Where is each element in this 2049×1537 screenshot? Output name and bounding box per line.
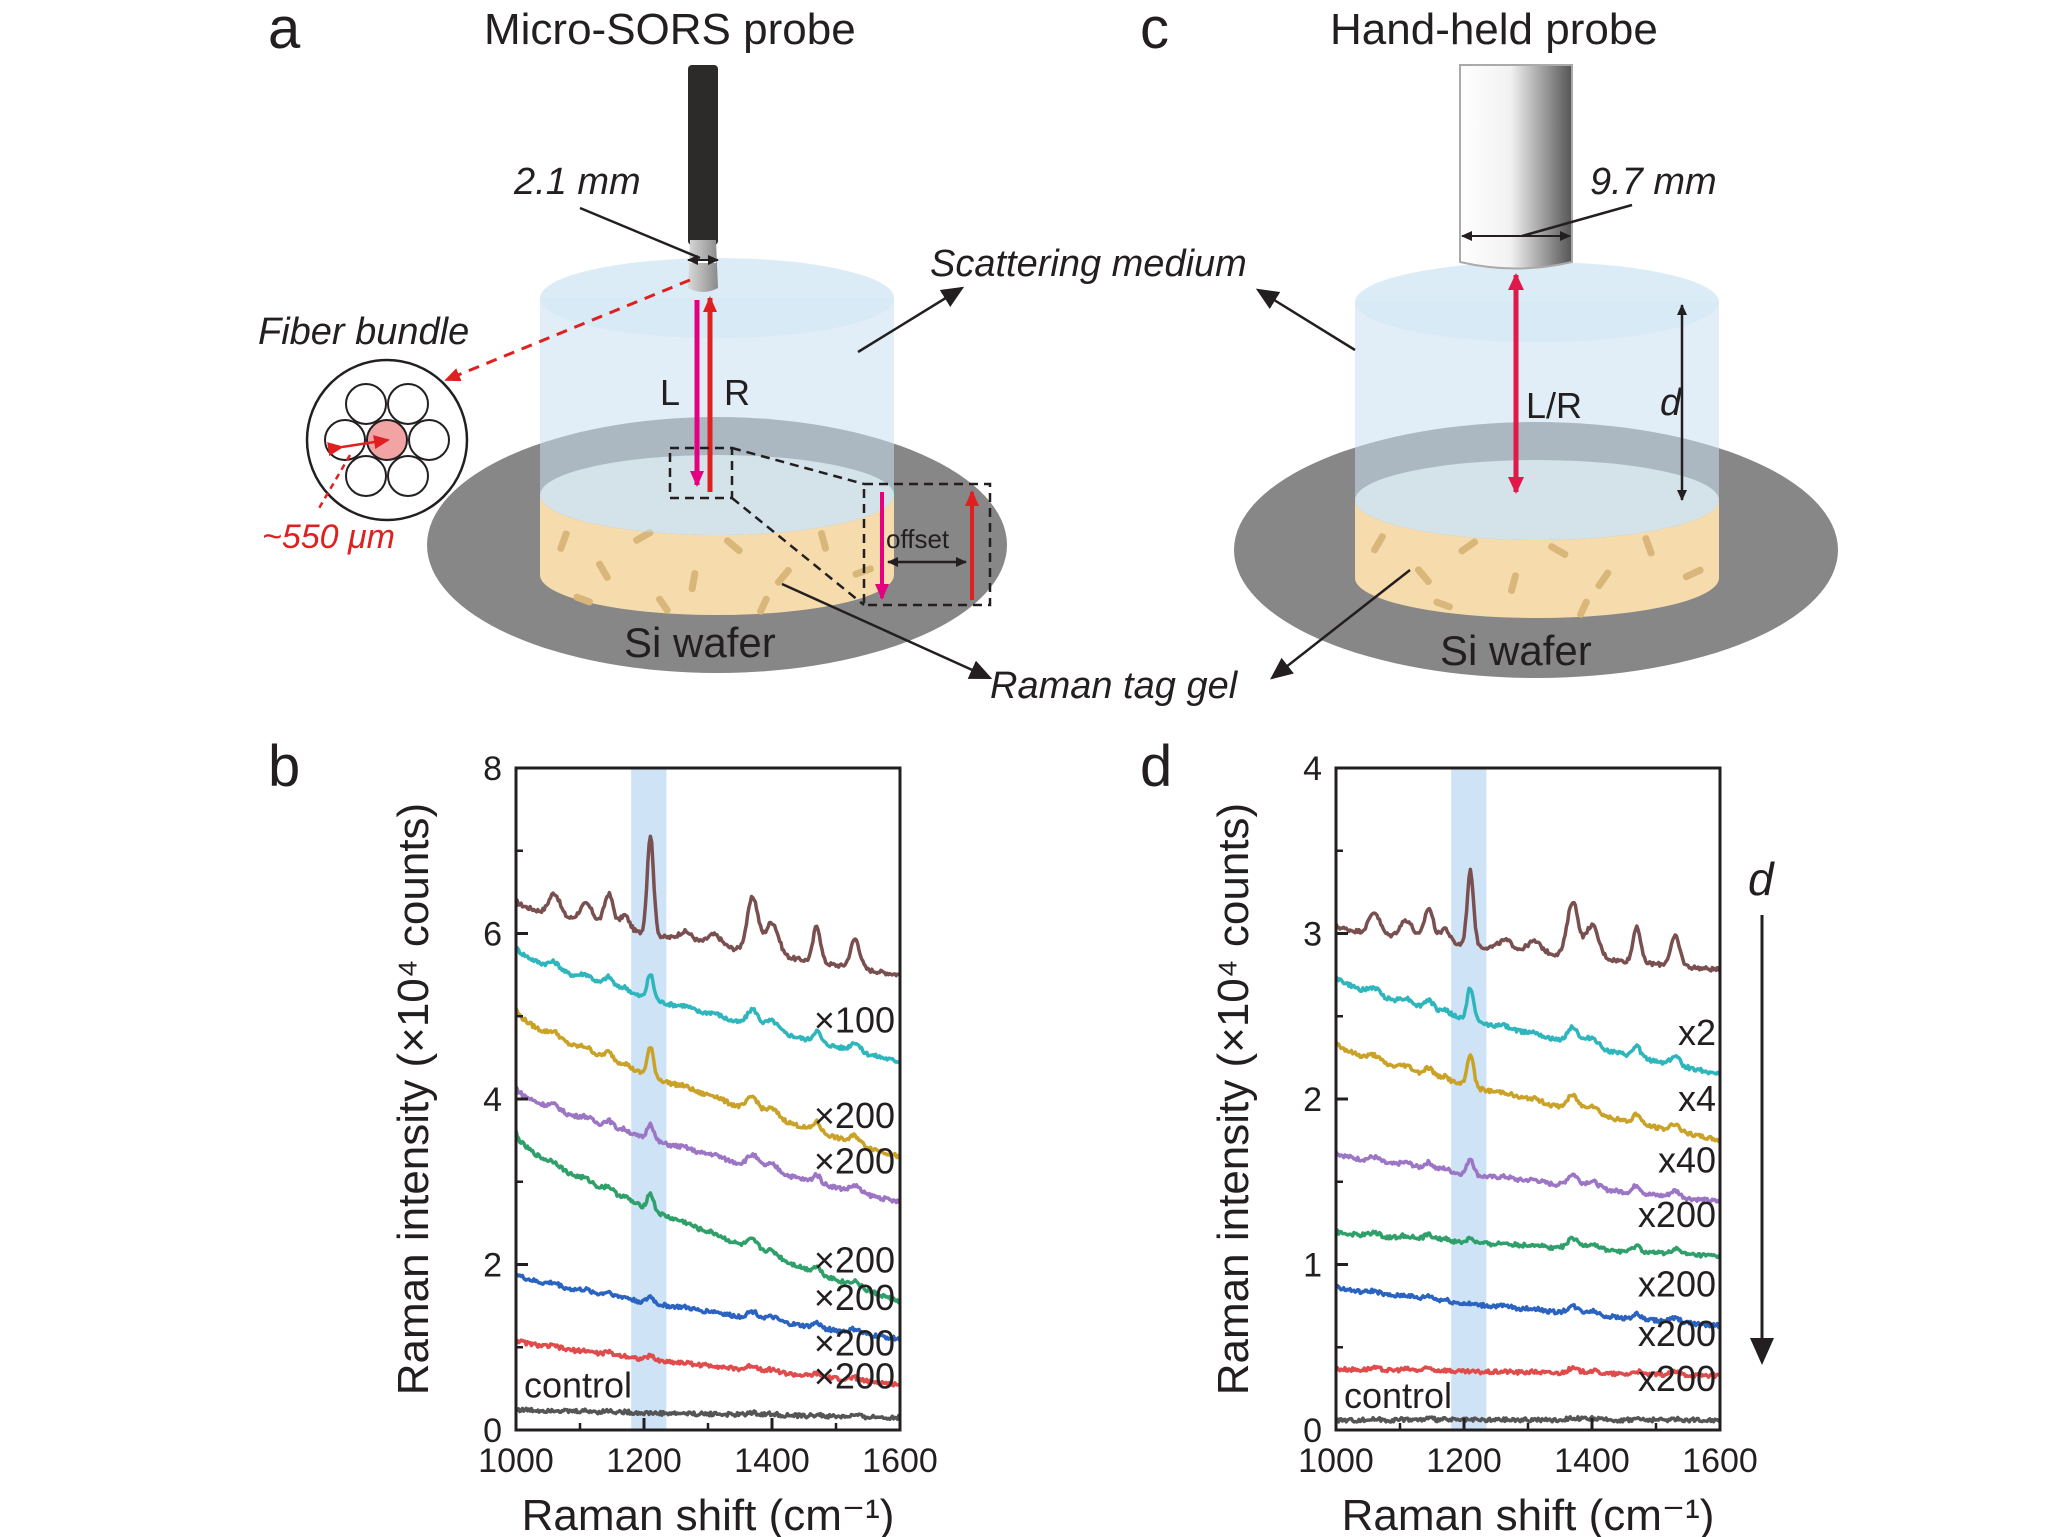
scale-factor-label: ×200 [814, 1095, 895, 1136]
series-line [1334, 1040, 1721, 1144]
series-line [1334, 1150, 1722, 1204]
y-tick-label: 8 [483, 750, 502, 788]
fiber-spacing-label: ~550 μm [262, 518, 395, 556]
y-tick-label: 1 [1303, 1247, 1322, 1285]
series-line [515, 1338, 902, 1388]
series-line [1334, 1364, 1722, 1379]
x-tick-label: 1600 [1682, 1442, 1758, 1480]
series-line [514, 1406, 902, 1422]
scale-factor-label: ×200 [814, 1140, 895, 1181]
x-tick-label: 1000 [478, 1442, 554, 1480]
series-line [514, 1085, 901, 1205]
raman-tag-gel-label: Raman tag gel [990, 665, 1239, 707]
series-line [1334, 867, 1722, 973]
panel-a-title: Micro-SORS probe [484, 5, 856, 54]
series-name-label: control [1344, 1375, 1452, 1416]
shared-labels: Scattering medium Raman tag gel [781, 243, 1411, 707]
y-tick-label: 3 [1303, 916, 1322, 954]
scattering-medium-label: Scattering medium [930, 243, 1247, 285]
panel-c-title: Hand-held probe [1330, 5, 1658, 54]
series-line [515, 1272, 902, 1342]
series-line [1335, 1228, 1722, 1260]
fiber-bundle-cross-section [305, 358, 469, 522]
depth-arrow-label-d: d [1748, 853, 1775, 905]
highlight-band [1451, 768, 1487, 1430]
panel-c-letter: c [1140, 0, 1169, 61]
x-tick-label: 1400 [1554, 1442, 1630, 1480]
scale-factor-label: ×200 [814, 1355, 895, 1396]
scale-factor-label: x40 [1658, 1139, 1716, 1180]
series-line [1335, 1414, 1722, 1424]
scattering-medium-c [1355, 302, 1719, 540]
series-line [514, 1130, 901, 1305]
series-name-label: control [524, 1364, 632, 1405]
panel-d-letter: d [1140, 734, 1172, 799]
scale-factor-label: x200 [1638, 1264, 1716, 1305]
x-axis-title: Raman shift (cm⁻¹) [1342, 1491, 1715, 1537]
panel-c-schematic: c Hand-held probe Si wafer 9.7 mm L/R [1140, 0, 1838, 678]
scale-factor-label: ×200 [814, 1240, 895, 1281]
scale-factor-label: x4 [1678, 1078, 1716, 1119]
y-tick-label: 2 [483, 1247, 502, 1285]
raman-label-a: R [724, 372, 750, 413]
si-wafer-c-label: Si wafer [1440, 627, 1592, 674]
series-line [514, 834, 901, 978]
scale-factor-label: x200 [1638, 1313, 1716, 1354]
gel-particles-a [557, 529, 874, 615]
x-tick-label: 1400 [734, 1442, 810, 1480]
hand-held-probe [1459, 64, 1573, 270]
panel-b-chart: b 0 2 4 6 8 1000 1200 1400 1600 Raman shift (cm⁻¹… [268, 734, 938, 1537]
panel-a-letter: a [268, 0, 301, 61]
laser-raman-label-c: L/R [1526, 385, 1582, 426]
laser-label-a: L [660, 372, 680, 413]
probe-tip-a [688, 240, 718, 292]
x-tick-label: 1200 [606, 1442, 682, 1480]
x-axis-title: Raman shift (cm⁻¹) [522, 1491, 895, 1537]
tag-gel-c [1355, 500, 1719, 618]
panel-b-letter: b [268, 734, 300, 799]
y-tick-label: 0 [1303, 1412, 1322, 1450]
series-line [514, 1007, 901, 1160]
y-axis-title: Raman intensity (×10⁴ counts) [389, 803, 438, 1395]
probe-diameter-a: 2.1 mm [513, 161, 641, 203]
offset-label: offset [886, 524, 950, 554]
scale-factor-label: x200 [1638, 1358, 1716, 1399]
y-tick-label: 6 [483, 916, 502, 954]
y-tick-label: 2 [1303, 1081, 1322, 1119]
probe-diameter-c: 9.7 mm [1590, 161, 1717, 203]
si-wafer-a-label: Si wafer [624, 619, 776, 666]
y-axis-title: Raman intensity (×10⁴ counts) [1209, 803, 1258, 1395]
micro-sors-probe [688, 65, 718, 245]
scale-factor-label: ×100 [814, 1000, 895, 1041]
fiber-bundle-label: Fiber bundle [258, 311, 469, 353]
series-line [1334, 1283, 1722, 1330]
depth-label-c: d [1660, 382, 1683, 424]
offset-inset [862, 482, 992, 607]
series-line [1334, 975, 1721, 1076]
scale-factor-label: ×200 [814, 1322, 895, 1363]
series-line [515, 945, 901, 1065]
tag-gel-a [540, 495, 894, 615]
gel-particles-c [1371, 533, 1704, 618]
scale-factor-label: x2 [1678, 1012, 1716, 1053]
x-tick-label: 1000 [1298, 1442, 1374, 1480]
y-tick-label: 4 [1303, 750, 1322, 788]
panel-d-chart: d d 0 1 2 3 4 1000 1200 1400 1600 Raman shift (cm… [1140, 734, 1775, 1537]
panel-a-schematic: a Micro-SORS probe Si wafer 2.1 mm [258, 0, 1007, 673]
x-tick-label: 1200 [1426, 1442, 1502, 1480]
scale-factor-label: ×200 [814, 1277, 895, 1318]
x-tick-label: 1600 [862, 1442, 938, 1480]
y-tick-label: 4 [483, 1081, 502, 1119]
scattering-medium-a [540, 298, 894, 535]
y-tick-label: 0 [483, 1412, 502, 1450]
scale-factor-label: x200 [1638, 1194, 1716, 1235]
